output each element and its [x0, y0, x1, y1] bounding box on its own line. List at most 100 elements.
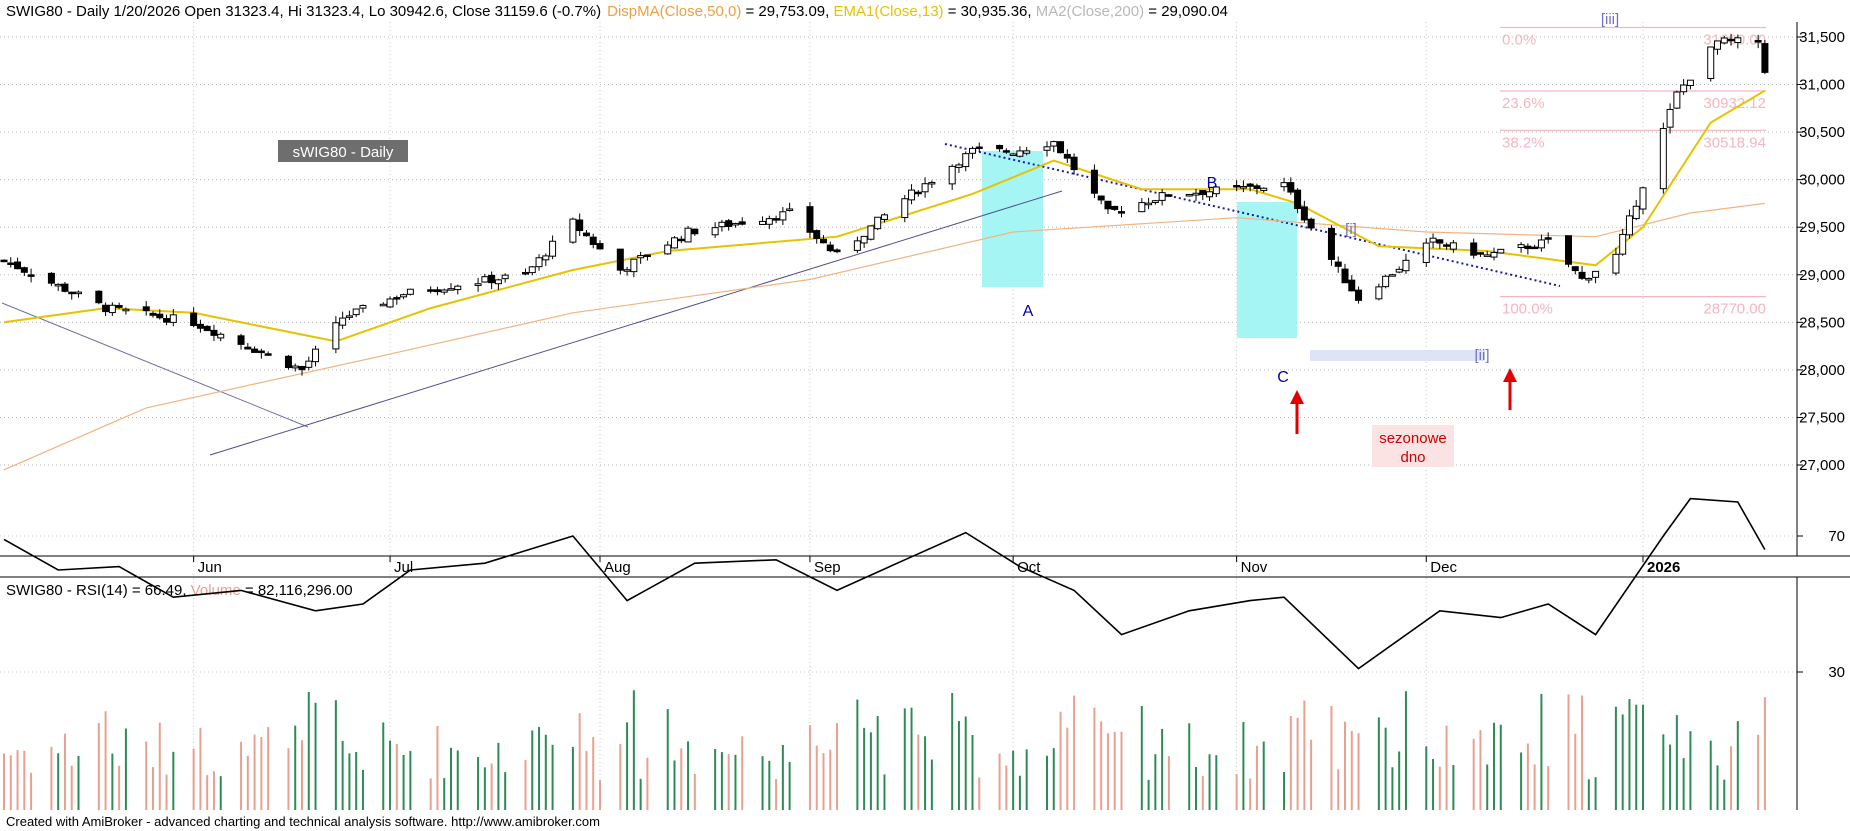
candle-up — [1639, 187, 1647, 210]
candle-up — [1659, 128, 1667, 190]
volume-bar-up — [571, 746, 574, 810]
volume-bar-up — [341, 740, 344, 810]
volume-bar-up — [761, 756, 764, 810]
volume-bar-down — [1445, 725, 1448, 810]
fib-value-label: 30518.94 — [1703, 134, 1766, 151]
candle-up — [312, 348, 320, 363]
volume-bar-up — [1147, 779, 1150, 810]
volume-bar-down — [118, 765, 121, 810]
volume-bar-up — [456, 750, 459, 810]
candle-up — [1483, 254, 1491, 257]
candle-down — [1327, 227, 1335, 260]
volume-bar-down — [1201, 775, 1204, 810]
volume-bar-up — [687, 741, 690, 810]
candle-down — [1104, 200, 1112, 210]
volume-bar-up — [389, 740, 392, 810]
candle-down — [1090, 169, 1098, 194]
volume-bar-up — [111, 753, 114, 810]
candle-down — [975, 146, 983, 150]
candle-down — [1294, 189, 1302, 210]
candle-up — [1138, 202, 1146, 213]
header-title: SWIG80 - Daily 1/20/2026 Open 31323.4, H… — [6, 3, 601, 20]
candle-up — [874, 216, 882, 230]
candle-up — [1192, 192, 1200, 196]
volume-bar-up — [1628, 699, 1631, 810]
volume-bar-down — [1574, 733, 1577, 810]
candle-up — [948, 165, 956, 185]
candle-up — [379, 303, 387, 307]
candle-down — [1524, 245, 1532, 250]
candle-down — [1246, 183, 1254, 187]
volume-bar-up — [382, 722, 385, 810]
volume-bar-down — [585, 751, 588, 810]
candle-up — [867, 225, 875, 240]
candle-down — [1199, 190, 1207, 196]
volume-bar-down — [592, 737, 595, 810]
volume-bar-down — [1296, 717, 1299, 810]
volume-bar-down — [693, 773, 696, 810]
wave-label-ii: [ii] — [1475, 347, 1490, 364]
fib-pct-label: 100.0% — [1502, 301, 1553, 318]
month-label: Dec — [1430, 559, 1457, 576]
volume-bar-up — [1195, 766, 1197, 810]
uptrend-line — [209, 190, 1063, 456]
volume-bar-up — [1398, 751, 1401, 810]
volume-bar-down — [192, 748, 195, 810]
volume-bar-up — [924, 736, 927, 810]
candle-down — [1565, 235, 1572, 265]
volume-bar-up — [781, 744, 784, 810]
volume-bar-up — [124, 728, 127, 810]
candle-up — [1382, 275, 1390, 288]
candle-up — [1734, 37, 1742, 43]
candle-up — [664, 244, 672, 255]
volume-bar-up — [1540, 693, 1543, 810]
candle-down — [806, 206, 814, 233]
volume-bar-up — [1046, 755, 1048, 810]
candle-up — [1023, 150, 1031, 154]
candle-up — [1016, 150, 1024, 157]
volume-bar-down — [917, 734, 920, 810]
candle-up — [765, 218, 773, 225]
candle-up — [1280, 182, 1288, 188]
volume-bar-down — [152, 767, 154, 810]
volume-bar-down — [836, 723, 839, 810]
volume-bar-up — [1377, 717, 1380, 810]
candle-up — [1592, 270, 1600, 278]
candle-down — [1355, 289, 1363, 301]
candle-up — [169, 314, 177, 323]
candle-up — [549, 240, 557, 257]
candle-down — [163, 318, 171, 323]
candle-up — [217, 333, 225, 339]
candle-down — [237, 335, 245, 345]
volume-bar-up — [856, 699, 859, 810]
volume-bar-down — [145, 741, 148, 810]
fib-value-label: 28770.00 — [1703, 301, 1766, 318]
candle-down — [596, 243, 604, 250]
volume-bar-down — [104, 711, 107, 810]
header-line: SWIG80 - Daily 1/20/2026 Open 31323.4, H… — [6, 3, 1228, 20]
candle-down — [1253, 185, 1261, 189]
volume-bar-up — [1716, 765, 1719, 810]
volume-bar-up — [538, 726, 541, 810]
candle-down — [115, 305, 123, 308]
volume-bar-up — [1642, 704, 1644, 810]
price-tick-label: 29,500 — [1799, 219, 1845, 236]
candle-up — [637, 255, 645, 259]
seasonal-note-line1: sezonowe — [1379, 430, 1447, 447]
candle-up — [1490, 252, 1498, 258]
wave-label-iii: [iii] — [1601, 11, 1619, 28]
candle-up — [711, 227, 719, 236]
volume-bar-up — [1208, 754, 1211, 810]
volume-bar-down — [490, 763, 493, 810]
candle-down — [1436, 239, 1444, 244]
volume-bar-up — [1635, 704, 1638, 810]
candle-up — [671, 237, 678, 249]
candle-down — [1002, 150, 1010, 153]
candle-up — [901, 198, 909, 219]
candle-up — [75, 291, 82, 295]
volume-bar-up — [477, 757, 480, 810]
candle-up — [928, 181, 936, 185]
candle-up — [359, 304, 367, 309]
candle-down — [820, 238, 827, 244]
candle-down — [582, 232, 590, 237]
